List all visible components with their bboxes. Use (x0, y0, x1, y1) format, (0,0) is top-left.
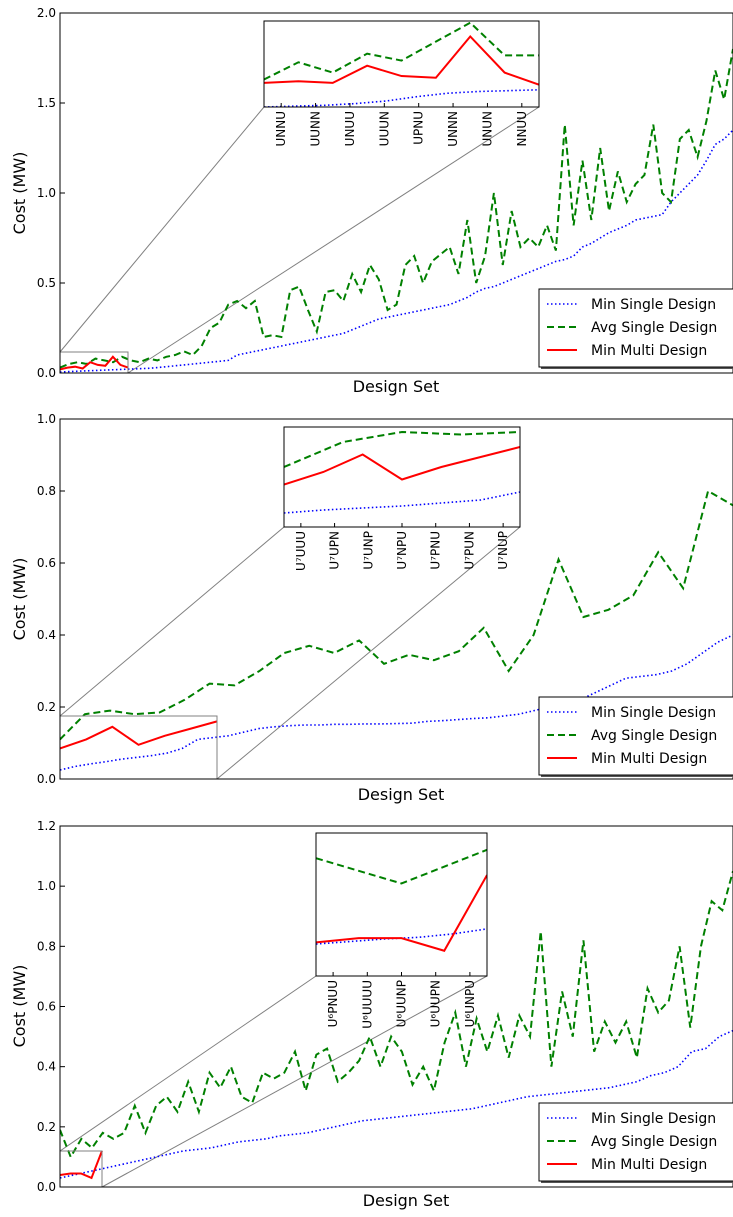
y-tick-label: 2.0 (37, 6, 56, 20)
chart-panel-1: 0.0 0.5 1.0 1.5 2.0 Design Set Cost (MW) UNNU UU… (10, 6, 733, 396)
inset-plot: U⁶PNUU U⁶UUUU U⁶UUNP U⁶UUPN U⁶UNPU (315, 832, 488, 1029)
series-line-min-single-design (60, 634, 733, 771)
series-line-min-single-design (60, 1029, 733, 1179)
legend-label: Min Multi Design (591, 343, 707, 359)
y-tick-label: 1.5 (37, 96, 56, 110)
legend-label: Min Multi Design (591, 1157, 707, 1173)
inset-series-group (316, 848, 487, 952)
y-axis-label: Cost (MW) (10, 558, 29, 641)
y-tick-label: 0.4 (37, 1060, 56, 1074)
y-tick-label: 0.0 (37, 1180, 56, 1194)
plot-frame (59, 418, 733, 780)
y-tick-label: 0.4 (37, 628, 56, 642)
y-tick-label: 0.6 (37, 556, 56, 570)
zoom-connector-line (59, 526, 285, 717)
inset-x-tick-label: UUNN (309, 111, 323, 147)
series-line-avg-single-design (60, 870, 733, 1160)
inset-series-line-avg-single-design (316, 848, 487, 885)
inset-background (284, 427, 520, 527)
inset-x-tick-label: UUUN (377, 111, 391, 146)
inset-series-line-min-single-design (316, 928, 487, 945)
zoom-connector-line (127, 106, 540, 374)
series-group (60, 870, 733, 1180)
y-tick-label: 1.0 (37, 412, 56, 426)
y-tick-label: 0.6 (37, 1000, 56, 1014)
x-axis-label: Design Set (363, 1191, 450, 1210)
inset-series-line-avg-single-design (264, 21, 539, 81)
inset-x-tick-label: U⁷UNP (361, 531, 375, 570)
inset-series-line-min-multi-design (284, 446, 520, 486)
legend-label: Avg Single Design (591, 320, 717, 336)
legend-label: Min Single Design (591, 297, 716, 313)
inset-series-line-min-multi-design (316, 874, 487, 952)
series-group (60, 48, 733, 373)
inset-x-tick-label: U⁶UUUU (360, 980, 374, 1029)
inset-x-tick-label: UNUN (480, 111, 494, 147)
inset-plot: UNNU UUNN UNUU UUUN UPNU UNNN UNUN NNUU (263, 20, 540, 147)
inset-x-tick-label: U⁷PUN (462, 531, 476, 570)
inset-x-tick-label: UNUU (343, 111, 357, 146)
inset-x-tick-label: U⁷UPN (328, 531, 342, 570)
zoom-connector-line (216, 526, 521, 780)
inset-x-tick-label: U⁷PNU (429, 531, 443, 570)
inset-background (316, 833, 487, 976)
inset-x-tick-label: NNUU (515, 111, 529, 147)
inset-x-tick-label: U⁶UNPU (463, 980, 477, 1027)
inset-plot: U⁷UUU U⁷UPN U⁷UNP U⁷NPU U⁷PNU U⁷PUN U⁷NUP (283, 426, 521, 571)
zoom-connector-line (59, 106, 265, 353)
inset-series-line-min-multi-design (264, 34, 539, 86)
chart-panel-3: 0.0 0.2 0.4 0.6 0.8 1.0 1.2 Design Set Cost (MW)… (10, 819, 733, 1210)
y-tick-label: 0.5 (37, 276, 56, 290)
y-axis-label: Cost (MW) (10, 965, 29, 1048)
legend-label: Avg Single Design (591, 1134, 717, 1150)
series-line-avg-single-design (60, 489, 733, 741)
legend-label: Min Single Design (591, 705, 716, 721)
inset-x-tick-label: UNNU (274, 111, 288, 147)
y-tick-label: 1.0 (37, 879, 56, 893)
inset-x-tick-label: U⁶UUNP (395, 980, 409, 1027)
legend-label: Avg Single Design (591, 728, 717, 744)
y-tick-label: 1.0 (37, 186, 56, 200)
series-line-min-multi-design (60, 355, 129, 371)
inset-series-group (264, 21, 539, 107)
series-group (60, 489, 733, 771)
legend-label: Min Multi Design (591, 751, 707, 767)
series-line-avg-single-design (60, 48, 733, 369)
inset-x-tick-label: U⁷UUU (294, 531, 308, 571)
inset-frame (263, 20, 540, 108)
inset-series-line-min-single-design (284, 491, 520, 514)
series-line-min-multi-design (60, 1150, 103, 1180)
zoom-rectangle (59, 715, 218, 780)
legend: Min Single Design Avg Single Design Min Mu… (538, 1102, 733, 1183)
x-axis-label: Design Set (353, 377, 440, 396)
y-axis-label: Cost (MW) (10, 152, 29, 235)
inset-x-tick-label: U⁷NUP (496, 531, 510, 570)
y-tick-label: 0.8 (37, 484, 56, 498)
inset-series-line-avg-single-design (284, 430, 520, 468)
chart-panel-2: 0.0 0.2 0.4 0.6 0.8 1.0 Design Set Cost (MW) U⁷U… (10, 412, 733, 804)
inset-x-tick-label: UNNN (446, 111, 460, 147)
y-tick-label: 0.0 (37, 772, 56, 786)
inset-x-tick-label: U⁶PNUU (326, 980, 340, 1027)
inset-x-tick-label: U⁷NPU (395, 531, 409, 570)
zoom-connector-line (59, 975, 317, 1152)
y-tick-label: 0.0 (37, 366, 56, 380)
y-tick-label: 1.2 (37, 819, 56, 833)
x-axis-label: Design Set (358, 785, 445, 804)
inset-x-tick-label: UPNU (412, 111, 426, 145)
inset-x-tick-label: U⁶UUPN (429, 980, 443, 1027)
series-line-min-single-design (60, 129, 733, 373)
series-line-min-multi-design (60, 720, 218, 750)
legend: Min Single Design Avg Single Design Min Mu… (538, 696, 733, 777)
zoom-connector-line (101, 975, 488, 1188)
legend: Min Single Design Avg Single Design Min Mu… (538, 288, 733, 369)
legend-label: Min Single Design (591, 1111, 716, 1127)
inset-background (264, 21, 539, 107)
y-tick-label: 0.2 (37, 1120, 56, 1134)
y-tick-label: 0.8 (37, 939, 56, 953)
y-tick-label: 0.2 (37, 700, 56, 714)
inset-series-group (284, 430, 520, 514)
